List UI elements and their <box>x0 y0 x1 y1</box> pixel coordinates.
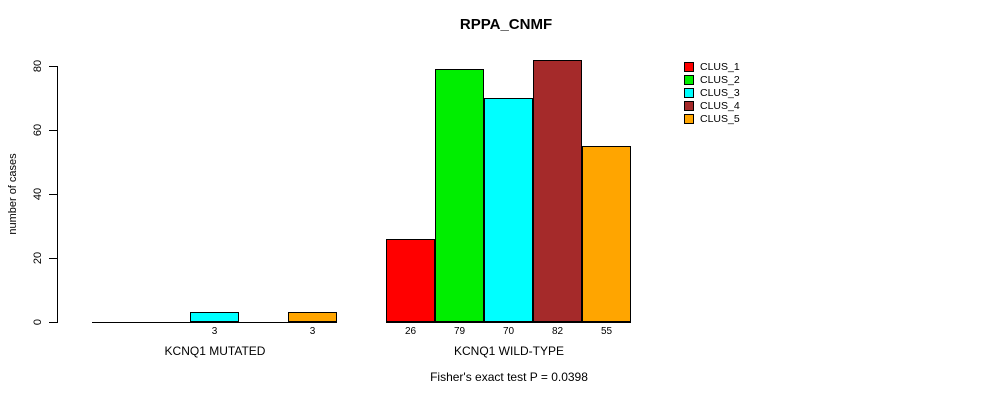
legend-swatch-clus_2 <box>684 74 694 85</box>
legend-swatch-clus_1 <box>684 61 694 72</box>
bar-clus_1 <box>386 239 435 322</box>
y-tick <box>49 130 57 131</box>
bar-value-label: 3 <box>211 326 218 337</box>
legend-label: CLUS_4 <box>700 99 740 112</box>
y-tick <box>49 66 57 67</box>
group-label-wild-type: KCNQ1 WILD-TYPE <box>453 344 565 358</box>
bar-value-label: 55 <box>600 326 613 337</box>
bar-clus_3 <box>484 98 533 322</box>
group-baseline <box>92 322 337 323</box>
legend: CLUS_1 CLUS_2 CLUS_3 CLUS_4 CLUS_5 <box>684 60 740 125</box>
group-label-mutated: KCNQ1 MUTATED <box>164 344 266 358</box>
bar-value-label: 79 <box>453 326 466 337</box>
legend-item: CLUS_4 <box>684 99 740 112</box>
legend-item: CLUS_2 <box>684 73 740 86</box>
legend-swatch-clus_3 <box>684 87 694 98</box>
y-tick <box>49 194 57 195</box>
y-tick-label: 20 <box>32 251 44 265</box>
y-tick-label: 60 <box>32 123 44 137</box>
legend-swatch-clus_5 <box>684 113 694 124</box>
bar-value-label: 70 <box>502 326 515 337</box>
legend-item: CLUS_3 <box>684 86 740 99</box>
bar-value-label: 26 <box>404 326 417 337</box>
y-tick-label: 0 <box>32 318 44 326</box>
group-baseline <box>386 322 631 323</box>
bar-clus_5 <box>288 312 337 322</box>
y-tick <box>49 322 57 323</box>
bar-value-label: 82 <box>551 326 564 337</box>
bar-clus_5 <box>582 146 631 322</box>
y-tick-label: 40 <box>32 187 44 201</box>
y-axis-label: number of cases <box>7 153 19 235</box>
bar-clus_4 <box>533 60 582 322</box>
legend-label: CLUS_1 <box>700 60 740 73</box>
legend-item: CLUS_1 <box>684 60 740 73</box>
legend-label: CLUS_2 <box>700 73 740 86</box>
y-axis-line <box>57 66 58 323</box>
bar-clus_3 <box>190 312 239 322</box>
y-tick-label: 80 <box>32 59 44 73</box>
y-tick <box>49 258 57 259</box>
legend-swatch-clus_4 <box>684 100 694 111</box>
legend-label: CLUS_3 <box>700 86 740 99</box>
bar-clus_2 <box>435 69 484 322</box>
chart-title: RPPA_CNMF <box>459 16 553 33</box>
bar-value-label: 3 <box>309 326 316 337</box>
fisher-test-footnote: Fisher's exact test P = 0.0398 <box>430 370 588 384</box>
legend-label: CLUS_5 <box>700 112 740 125</box>
legend-item: CLUS_5 <box>684 112 740 125</box>
